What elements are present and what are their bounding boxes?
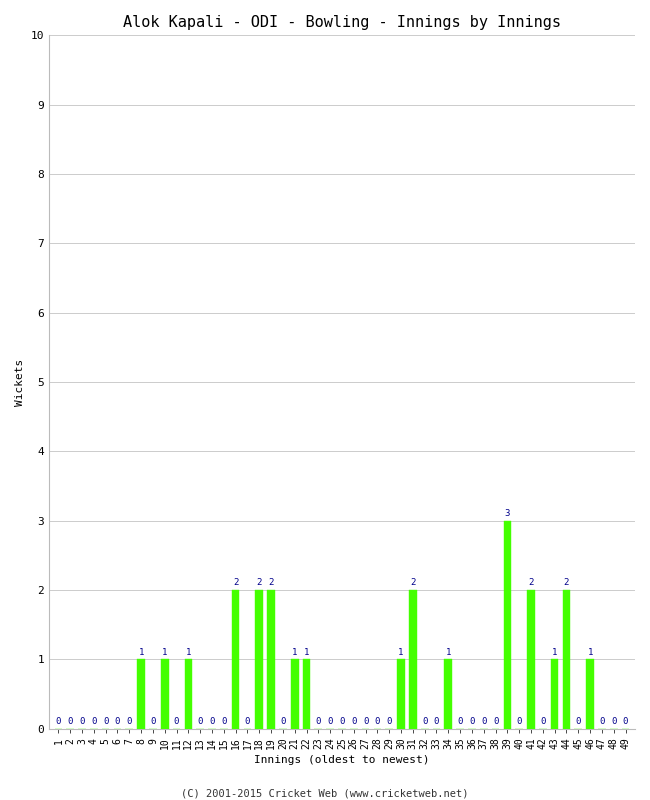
Text: 2: 2 (564, 578, 569, 587)
Text: 0: 0 (174, 717, 179, 726)
Text: 0: 0 (328, 717, 333, 726)
Bar (445, 659, 452, 729)
Text: 0: 0 (316, 717, 321, 726)
Text: 1: 1 (186, 647, 191, 657)
Text: 0: 0 (115, 717, 120, 726)
Bar (303, 659, 310, 729)
Text: 0: 0 (611, 717, 616, 726)
Text: 2: 2 (233, 578, 239, 587)
Text: 0: 0 (68, 717, 73, 726)
Text: 0: 0 (540, 717, 545, 726)
Text: 0: 0 (599, 717, 605, 726)
Text: 0: 0 (458, 717, 463, 726)
Text: 0: 0 (103, 717, 109, 726)
Text: 0: 0 (517, 717, 522, 726)
Y-axis label: Wickets: Wickets (15, 358, 25, 406)
Bar (232, 590, 239, 729)
Text: (C) 2001-2015 Cricket Web (www.cricketweb.net): (C) 2001-2015 Cricket Web (www.cricketwe… (181, 788, 469, 798)
Bar (185, 659, 192, 729)
Text: 2: 2 (268, 578, 274, 587)
Bar (586, 659, 594, 729)
Text: 0: 0 (209, 717, 215, 726)
Text: 0: 0 (339, 717, 344, 726)
Text: 2: 2 (410, 578, 415, 587)
Text: 1: 1 (588, 647, 593, 657)
Bar (267, 590, 275, 729)
Text: 1: 1 (138, 647, 144, 657)
Text: 0: 0 (56, 717, 61, 726)
Text: 0: 0 (422, 717, 427, 726)
Text: 0: 0 (245, 717, 250, 726)
Text: 0: 0 (79, 717, 84, 726)
Text: 2: 2 (257, 578, 262, 587)
Bar (409, 590, 417, 729)
Text: 0: 0 (434, 717, 439, 726)
Text: 0: 0 (623, 717, 629, 726)
Bar (291, 659, 298, 729)
Text: 0: 0 (150, 717, 155, 726)
Title: Alok Kapali - ODI - Bowling - Innings by Innings: Alok Kapali - ODI - Bowling - Innings by… (123, 15, 561, 30)
Text: 0: 0 (221, 717, 226, 726)
Text: 1: 1 (398, 647, 404, 657)
Text: 0: 0 (493, 717, 499, 726)
Text: 0: 0 (387, 717, 392, 726)
Text: 1: 1 (304, 647, 309, 657)
Bar (551, 659, 558, 729)
Text: 1: 1 (292, 647, 298, 657)
Text: 0: 0 (91, 717, 96, 726)
Text: 1: 1 (552, 647, 557, 657)
Bar (504, 521, 512, 729)
Bar (137, 659, 145, 729)
Text: 0: 0 (576, 717, 581, 726)
Text: 0: 0 (127, 717, 132, 726)
Bar (563, 590, 570, 729)
Text: 0: 0 (351, 717, 356, 726)
Bar (255, 590, 263, 729)
Text: 0: 0 (374, 717, 380, 726)
Text: 0: 0 (481, 717, 486, 726)
Text: 1: 1 (446, 647, 451, 657)
Text: 0: 0 (198, 717, 203, 726)
Bar (397, 659, 405, 729)
Bar (527, 590, 535, 729)
Bar (161, 659, 168, 729)
Text: 3: 3 (504, 509, 510, 518)
Text: 0: 0 (469, 717, 474, 726)
Text: 0: 0 (363, 717, 369, 726)
Text: 0: 0 (280, 717, 285, 726)
X-axis label: Innings (oldest to newest): Innings (oldest to newest) (254, 755, 430, 765)
Text: 1: 1 (162, 647, 168, 657)
Text: 2: 2 (528, 578, 534, 587)
